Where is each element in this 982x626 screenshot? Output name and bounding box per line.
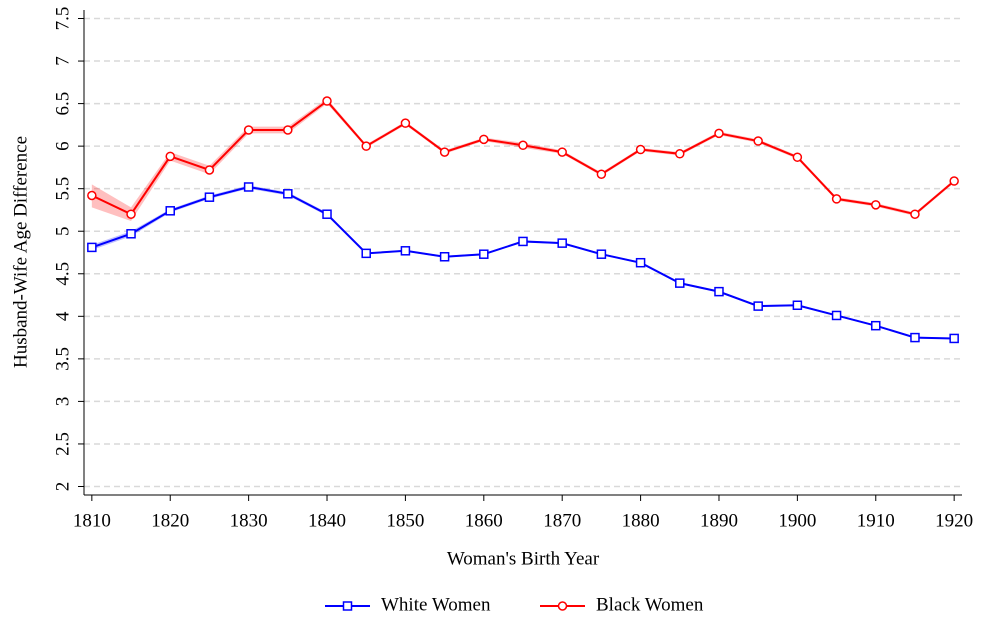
- marker: [792, 300, 803, 311]
- marker: [557, 147, 567, 157]
- marker: [753, 301, 763, 311]
- confidence-band: [91, 98, 955, 222]
- y-tick-label: 4: [52, 311, 73, 321]
- marker: [675, 149, 685, 159]
- y-tick-label: 4.5: [52, 262, 73, 286]
- marker: [243, 182, 254, 192]
- marker: [635, 144, 646, 155]
- marker: [283, 189, 293, 199]
- marker: [400, 118, 411, 128]
- x-axis-title: Woman's Birth Year: [447, 548, 600, 569]
- marker: [126, 229, 136, 239]
- y-tick-label: 7: [52, 56, 73, 65]
- marker: [831, 310, 842, 321]
- x-tick-label: 1840: [308, 510, 346, 531]
- y-tick-label: 2: [52, 482, 73, 492]
- y-tick-label: 3.5: [52, 347, 73, 371]
- marker: [753, 136, 763, 146]
- x-tick-label: 1820: [151, 510, 189, 531]
- marker: [165, 206, 175, 216]
- marker: [283, 125, 293, 135]
- marker: [243, 125, 254, 135]
- marker: [635, 257, 646, 268]
- series-line: [91, 99, 955, 216]
- marker: [518, 140, 528, 151]
- marker: [714, 286, 724, 297]
- marker: [949, 333, 959, 344]
- marker: [479, 249, 489, 259]
- marker: [871, 320, 881, 331]
- x-tick-label: 1830: [230, 510, 268, 531]
- legend-marker: [557, 601, 568, 611]
- x-tick-label: 1900: [778, 510, 816, 531]
- marker: [871, 200, 881, 210]
- y-tick-label: 2.5: [52, 432, 73, 456]
- marker: [949, 176, 959, 186]
- marker: [165, 151, 175, 162]
- y-tick-label: 6: [52, 141, 73, 151]
- marker: [596, 249, 607, 259]
- y-tick-label: 5.5: [52, 177, 73, 201]
- y-tick-label: 5: [52, 226, 73, 236]
- marker: [439, 147, 450, 157]
- marker: [910, 332, 920, 343]
- legend-label: Black Women: [596, 594, 704, 615]
- marker: [322, 96, 332, 106]
- marker: [204, 192, 215, 202]
- marker: [910, 209, 920, 219]
- marker: [126, 209, 136, 219]
- marker: [400, 246, 411, 256]
- y-tick-label: 6.5: [52, 92, 73, 116]
- marker: [87, 242, 97, 253]
- marker: [361, 248, 371, 259]
- marker: [714, 128, 724, 139]
- x-tick-label: 1920: [935, 510, 973, 531]
- marker: [831, 194, 842, 204]
- marker: [439, 252, 450, 262]
- marker: [596, 169, 607, 179]
- y-tick-label: 3: [52, 397, 73, 407]
- x-tick-label: 1850: [386, 510, 424, 531]
- x-tick-label: 1890: [700, 510, 738, 531]
- marker: [518, 236, 528, 247]
- marker: [361, 141, 371, 151]
- y-axis-title: Husband-Wife Age Difference: [10, 136, 31, 368]
- marker: [792, 152, 803, 162]
- marker: [204, 165, 215, 175]
- x-tick-label: 1910: [857, 510, 895, 531]
- marker: [322, 209, 332, 219]
- y-tick-label: 7.5: [52, 7, 73, 31]
- marker: [557, 238, 567, 248]
- marker: [479, 134, 489, 145]
- marker: [675, 278, 685, 288]
- x-tick-label: 1880: [622, 510, 660, 531]
- legend-marker: [342, 601, 353, 611]
- legend-label: White Women: [381, 594, 491, 615]
- x-tick-label: 1860: [465, 510, 503, 531]
- x-tick-label: 1870: [543, 510, 581, 531]
- x-tick-label: 1810: [73, 510, 111, 531]
- marker: [87, 190, 97, 201]
